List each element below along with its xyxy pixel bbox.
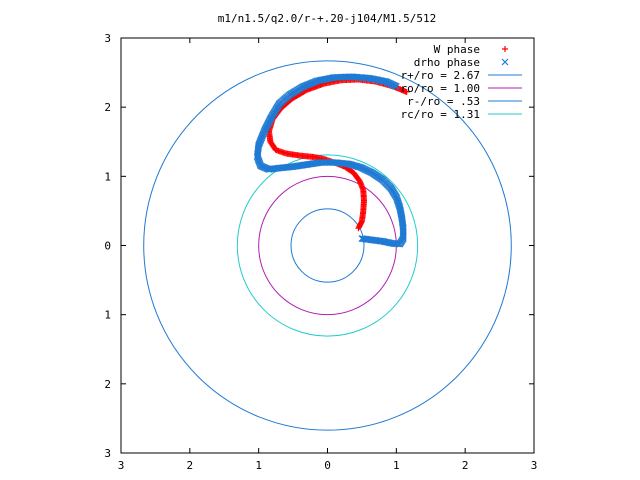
x-tick-label: 3 [118,459,125,472]
legend-marker [502,46,508,52]
data-series [253,73,410,248]
y-tick-label: 3 [104,447,111,460]
chart-title: m1/n1.5/q2.0/r-+.20-j104/M1.5/512 [218,12,437,25]
x-tick-label: 0 [324,459,331,472]
y-tick-label: 0 [104,240,111,253]
legend-label: r-/ro = .53 [407,95,480,108]
legend-label: r+/ro = 2.67 [401,69,480,82]
data-point [403,88,410,95]
x-tick-label: 3 [531,459,538,472]
circle-r- [290,208,365,283]
x-tick-label: 1 [255,459,262,472]
x-tick-label: 1 [393,459,400,472]
x-tick-label: 2 [462,459,469,472]
legend-label: ro/ro = 1.00 [401,82,480,95]
data-point [392,82,400,90]
legend-label: drho phase [414,56,480,69]
y-tick-label: 2 [104,378,111,391]
circle-r+ [143,60,512,431]
legend-label: rc/ro = 1.31 [401,108,480,121]
series-drho-phase [253,73,407,248]
y-tick-label: 3 [104,32,111,45]
y-tick-label: 1 [104,170,111,183]
reference-circles [143,60,512,431]
circle-rc [236,154,419,337]
x-tick-label: 2 [187,459,194,472]
y-tick-label: 1 [104,309,111,322]
y-tick-label: 2 [104,101,111,114]
circle-ro [258,175,397,316]
legend-label: W phase [434,43,480,56]
legend-marker [501,58,509,66]
